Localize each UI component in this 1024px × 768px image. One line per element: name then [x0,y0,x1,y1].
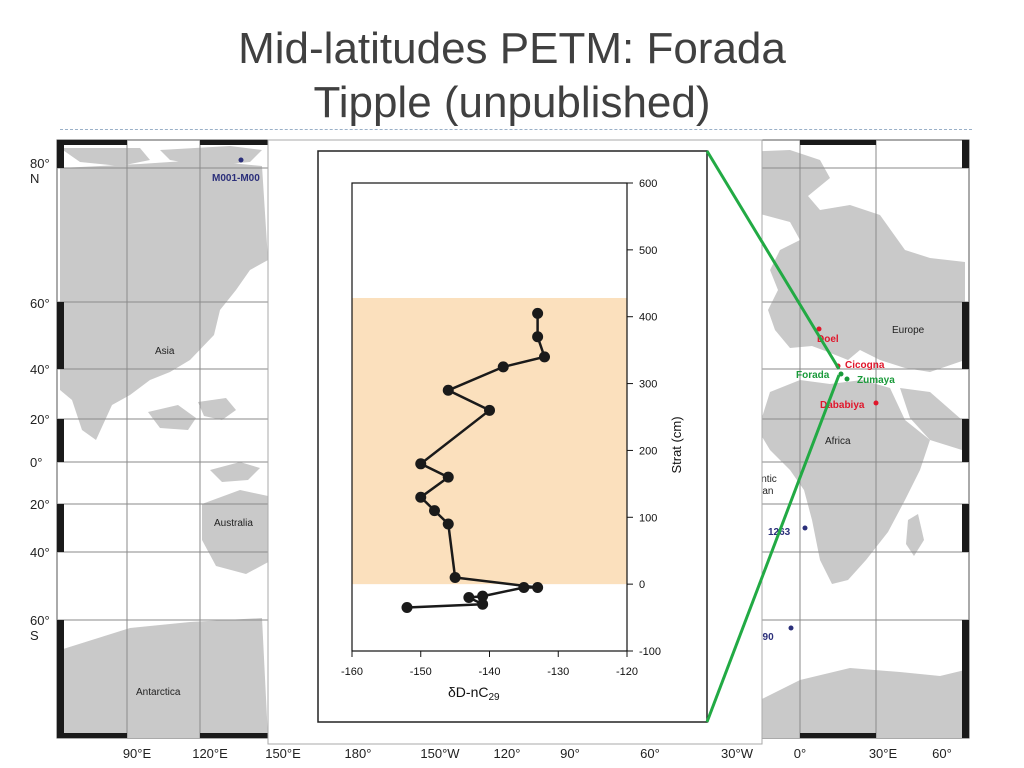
lat-n: N [30,171,39,186]
data-point [477,598,489,610]
lon-0: 0° [794,746,806,761]
y-tick-label: 500 [639,245,657,257]
site-dot-forada [838,371,844,377]
y-axis-ticks: -100 0 100 200 300 400 500 600 [627,178,661,658]
site-label-dababiya: Dababiya [820,400,865,411]
x-axis-title: δD-nC29 [448,684,500,703]
region-europe: Europe [892,325,925,336]
data-point [532,331,544,343]
landmasses [60,146,965,738]
site-dot-doel [816,326,822,332]
data-point [415,491,427,503]
x-tick-label: -150 [410,666,432,678]
data-point [518,581,530,593]
lat-20n: 20° [30,412,50,427]
data-point [442,384,454,396]
data-point [449,571,461,583]
latitude-labels: 80° N 60° 40° 20° 0° 20° 40° 60° S [30,156,50,643]
lon-150w: 150°W [420,746,460,761]
lon-120w: 120° [494,746,521,761]
site-label-forada: Forada [796,370,830,381]
lon-30w: 30°W [721,746,754,761]
lat-20s: 20° [30,497,50,512]
site-dot-dababiya [873,400,879,406]
data-point [497,361,509,373]
lat-40s: 40° [30,545,50,560]
y-tick-label: 300 [639,379,657,391]
y-tick-label: 400 [639,312,657,324]
lon-30e: 30°E [869,746,898,761]
data-point [477,590,489,602]
region-africa: Africa [825,436,851,447]
slide-title: Mid-latitudes PETM: Forada Tipple (unpub… [150,22,874,130]
x-tick-label: -140 [478,666,500,678]
lat-60s: 60° [30,613,50,628]
longitude-labels: 90°E 120°E 150°E 180° 150°W 120° 90° 60°… [123,746,952,761]
data-point [442,471,454,483]
x-axis-ticks: -160 -150 -140 -130 -120 [341,651,638,678]
data-point [532,581,544,593]
connector-top [705,150,841,370]
lat-s: S [30,628,39,643]
lat-60n: 60° [30,296,50,311]
series-points [401,307,550,614]
data-point [415,458,427,470]
lon-90e: 90°E [123,746,152,761]
y-tick-label: 100 [639,512,657,524]
site-label-zumaya: Zumaya [857,375,895,386]
slide-title-line1: Mid-latitudes PETM: Forada [238,24,786,73]
x-tick-label: -120 [616,666,638,678]
lon-120e: 120°E [192,746,228,761]
petm-band [352,297,627,585]
lat-80: 80° [30,156,50,171]
site-label-doel: Doel [817,334,839,345]
region-antarctica: Antarctica [136,687,181,698]
site-dot-zumaya [844,376,850,382]
region-australia: Australia [214,518,253,529]
x-tick-label: -160 [341,666,363,678]
lon-90w: 90° [560,746,580,761]
data-point [401,602,413,614]
data-point [484,404,495,416]
y-tick-label: 600 [639,178,657,190]
data-point [429,505,440,517]
y-tick-label: -100 [639,646,661,658]
title-divider [60,129,972,130]
lon-150e: 150°E [265,746,301,761]
region-asia: Asia [155,346,175,357]
data-point [539,351,550,363]
connector-bottom [705,374,841,723]
data-point [463,592,475,604]
data-point [532,307,544,319]
x-tick-label: -130 [547,666,569,678]
site-dot-m001 [238,157,244,163]
y-tick-label: 0 [639,579,645,591]
lat-40n: 40° [30,362,50,377]
lat-0: 0° [30,455,42,470]
site-dot-1263 [802,525,808,531]
y-axis-title: Strat (cm) [669,416,684,473]
site-label-cicogna: Cicogna [845,360,885,371]
site-label-m001: M001-M00 [212,173,260,184]
map-border-bars [57,140,969,738]
y-tick-label: 200 [639,445,657,457]
lon-60w: 60° [640,746,660,761]
site-dot-690 [788,625,794,631]
lon-60e: 60° [932,746,952,761]
inset-connector [705,150,841,723]
data-point [442,518,454,530]
slide-title-line2: Tipple (unpublished) [313,78,711,127]
site-label-690: 690 [757,632,774,643]
lon-180: 180° [345,746,372,761]
petm-chart: -160 -150 -140 -130 -120 -100 0 100 200 300 400 50… [341,178,684,703]
